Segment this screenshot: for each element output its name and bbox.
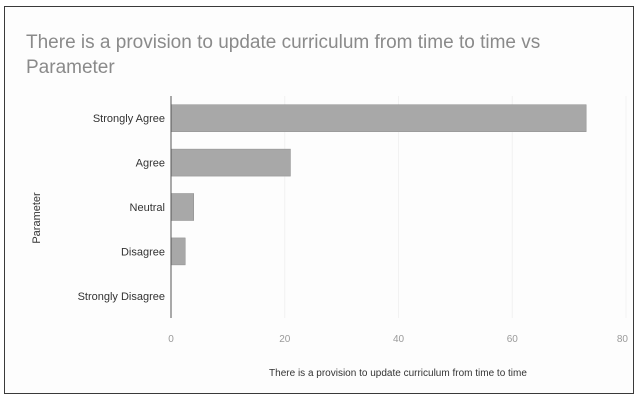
bar bbox=[170, 104, 587, 132]
x-tick-label: 60 bbox=[507, 334, 519, 345]
x-tick-labels: 0 20 40 60 80 bbox=[168, 334, 628, 345]
category-labels: Strongly Agree Agree Neutral Disagree Strong… bbox=[78, 113, 165, 303]
bars bbox=[170, 104, 587, 266]
x-tick-label: 80 bbox=[617, 334, 629, 345]
chart-title: There is a provision to update curriculu… bbox=[26, 32, 541, 78]
y-axis-label: Parameter bbox=[31, 192, 43, 244]
x-tick-label: 0 bbox=[168, 334, 174, 345]
bar bbox=[170, 237, 186, 266]
x-axis-label: There is a provision to update curriculu… bbox=[269, 368, 527, 379]
x-tick-label: 20 bbox=[279, 334, 291, 345]
category-label: Agree bbox=[136, 158, 165, 170]
category-label: Neutral bbox=[130, 202, 165, 214]
category-label: Strongly Disagree bbox=[78, 291, 165, 303]
x-tick-label: 40 bbox=[393, 334, 405, 345]
chart-frame bbox=[4, 6, 634, 394]
category-label: Disagree bbox=[121, 246, 165, 258]
bar bbox=[170, 148, 291, 177]
gridlines bbox=[284, 96, 627, 318]
category-label: Strongly Agree bbox=[93, 113, 165, 125]
bar bbox=[170, 193, 194, 221]
